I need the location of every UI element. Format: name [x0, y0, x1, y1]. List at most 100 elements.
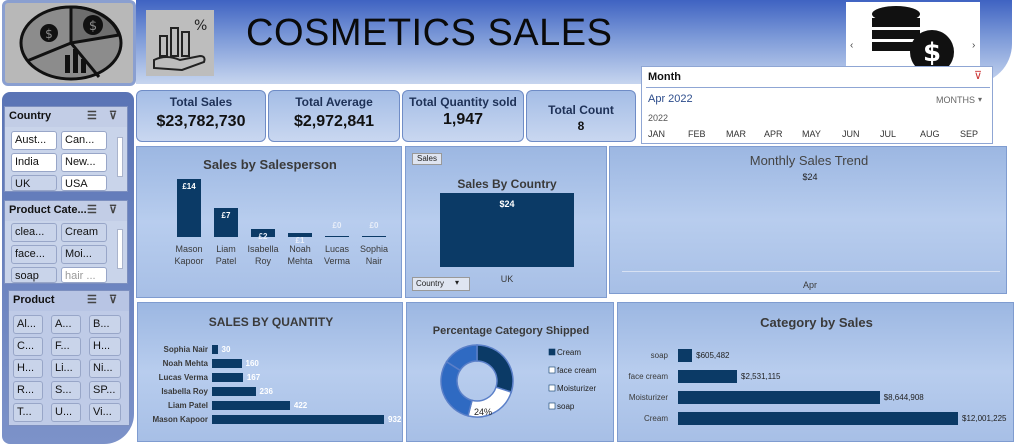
bar-value-label: £14 — [182, 182, 196, 191]
multi-select-icon[interactable]: ☰ — [87, 204, 97, 216]
product-item[interactable]: T... — [13, 403, 43, 422]
prev-arrow-icon[interactable]: ‹ — [850, 40, 854, 51]
quantity-bar — [212, 359, 242, 368]
product-item[interactable]: S... — [51, 381, 81, 400]
monthly-sales-trend-panel: Monthly Sales Trend $24 Apr — [609, 146, 1007, 294]
country-slicer-title: Country — [9, 110, 52, 122]
chart-title: Percentage Category Shipped — [432, 325, 590, 337]
legend-swatch — [548, 348, 556, 356]
month-mar[interactable]: MAR — [726, 129, 746, 139]
kpi-label: Total Average — [295, 95, 373, 109]
month-jan[interactable]: JAN — [648, 129, 666, 139]
period-unit-dropdown[interactable]: MONTHS — [936, 95, 975, 105]
next-arrow-icon[interactable]: › — [972, 40, 976, 51]
salesperson-bar — [214, 208, 238, 237]
product-item[interactable]: H... — [13, 359, 43, 378]
product-item[interactable]: Al... — [13, 315, 43, 334]
product-item[interactable]: H... — [89, 337, 121, 356]
kpi-total-average: Total Average $2,972,841 — [268, 90, 400, 142]
clear-filter-icon[interactable]: ⊽ — [974, 70, 983, 82]
chart-title: Sales by Salesperson — [203, 157, 337, 172]
product-slicer-title: Product — [13, 294, 55, 306]
category-item[interactable]: clea... — [11, 223, 57, 242]
donut-slice — [440, 360, 473, 417]
month-apr[interactable]: APR — [764, 129, 783, 139]
product-item[interactable]: Vi... — [89, 403, 121, 422]
quantity-value-label: 422 — [293, 401, 308, 410]
quantity-value-label: 236 — [259, 387, 273, 396]
trend-gridline — [622, 271, 1000, 272]
category-label: Cream — [643, 414, 668, 423]
bar-value-label: £2 — [258, 231, 268, 241]
product-item[interactable]: A... — [51, 315, 81, 334]
category-sales-bar — [678, 391, 880, 404]
multi-select-icon[interactable]: ☰ — [87, 110, 97, 122]
month-jul[interactable]: JUL — [880, 129, 897, 139]
product-item[interactable]: Li... — [51, 359, 81, 378]
quantity-category-label: Liam Patel — [167, 401, 208, 410]
category-item[interactable]: Cream — [61, 223, 107, 242]
sales-field-button[interactable]: Sales — [412, 153, 442, 165]
quantity-category-label: Noah Mehta — [162, 359, 208, 368]
quantity-category-label: Sophia Nair — [163, 345, 208, 354]
filter-dropdown-icon[interactable]: ▾ — [455, 278, 460, 287]
category-item[interactable]: face... — [11, 245, 57, 264]
country-item[interactable]: New... — [61, 153, 107, 172]
product-item[interactable]: U... — [51, 403, 81, 422]
legend-label: Moisturizer — [557, 384, 596, 393]
product-item[interactable]: Ni... — [89, 359, 121, 378]
country-item-selected[interactable]: UK — [11, 175, 57, 191]
svg-text:%: % — [194, 18, 207, 34]
salesperson-axis-label: Lucas Verma — [323, 244, 350, 266]
chart-title: Monthly Sales Trend — [749, 153, 869, 168]
chart-title: SALES BY QUANTITY — [208, 315, 334, 329]
timeline-year: 2022 — [648, 113, 669, 123]
donut-percent-label: 24% — [474, 407, 492, 417]
legend-swatch — [548, 384, 556, 392]
category-item[interactable]: soap — [11, 267, 57, 283]
country-item[interactable]: India — [11, 153, 57, 172]
legend-label: soap — [557, 402, 575, 411]
country-scrollbar[interactable] — [117, 137, 123, 177]
country-item[interactable]: USA — [61, 175, 107, 191]
trend-point-label: $24 — [802, 172, 818, 182]
kpi-value: $2,972,841 — [293, 113, 375, 130]
kpi-total-quantity: Total Quantity sold 1,947 — [402, 90, 524, 142]
country-field-filter[interactable]: Country ▾ — [412, 277, 470, 291]
pie-chart-money-logo: $ $ — [2, 0, 136, 86]
month-feb[interactable]: FEB — [688, 129, 706, 139]
product-item[interactable]: SP... — [89, 381, 121, 400]
growth-chart-logo: % — [146, 10, 214, 76]
chevron-down-icon[interactable]: ▾ — [978, 95, 983, 104]
category-item[interactable]: Moi... — [61, 245, 107, 264]
product-item[interactable]: R... — [13, 381, 43, 400]
clear-filter-icon[interactable]: ⊽ — [109, 204, 118, 216]
month-may[interactable]: MAY — [802, 129, 821, 139]
sales-by-quantity-panel: SALES BY QUANTITY Sophia Nair 30 Noah Meht… — [137, 302, 403, 442]
product-item[interactable]: C... — [13, 337, 43, 356]
clear-filter-icon[interactable]: ⊽ — [109, 294, 118, 306]
month-sep[interactable]: SEP — [960, 129, 979, 139]
bar-value-label: £1 — [295, 235, 305, 245]
kpi-label: Total Sales — [169, 95, 233, 109]
month-jun[interactable]: JUN — [842, 129, 860, 139]
salesperson-bar — [288, 232, 312, 237]
sales-by-country-panel: Sales Sales By Country $24 UK Country ▾ — [405, 146, 607, 298]
category-item-disabled[interactable]: hair ... — [61, 267, 107, 283]
country-bar — [440, 193, 574, 267]
bar-value-label: £0 — [369, 221, 379, 230]
kpi-value: 8 — [577, 119, 585, 133]
filter-sidebar: Country ☰ ⊽ Aust... Can... India New... … — [2, 92, 134, 444]
product-item[interactable]: B... — [89, 315, 121, 334]
clear-filter-icon[interactable]: ⊽ — [109, 110, 118, 122]
country-item[interactable]: Aust... — [11, 131, 57, 150]
country-item[interactable]: Can... — [61, 131, 107, 150]
quantity-value-label: 30 — [221, 345, 231, 354]
salesperson-bar — [251, 228, 275, 237]
salesperson-axis-label: Isabella Roy — [247, 244, 279, 266]
category-label: Moisturizer — [628, 393, 668, 402]
category-scrollbar[interactable] — [117, 229, 123, 269]
month-aug[interactable]: AUG — [920, 129, 940, 139]
multi-select-icon[interactable]: ☰ — [87, 294, 97, 306]
product-item[interactable]: F... — [51, 337, 81, 356]
